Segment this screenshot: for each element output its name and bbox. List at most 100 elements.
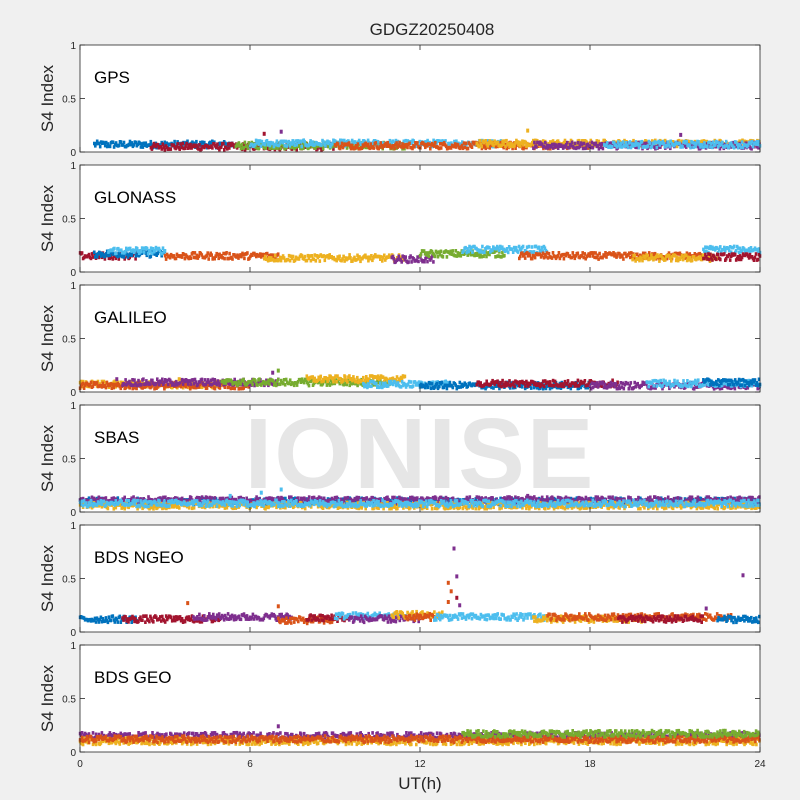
data-point <box>681 257 685 262</box>
data-point <box>545 251 549 255</box>
data-point <box>456 143 460 147</box>
data-point <box>598 142 602 146</box>
series-yellow <box>631 253 719 263</box>
data-point <box>256 383 259 387</box>
data-point <box>702 145 705 150</box>
data-point <box>163 148 167 152</box>
data-point <box>622 257 625 261</box>
data-point <box>573 141 577 146</box>
data-point <box>562 384 566 389</box>
data-point <box>615 145 619 149</box>
data-point <box>437 250 441 254</box>
data-point <box>456 251 460 255</box>
data-point <box>519 144 522 148</box>
data-point <box>183 146 186 151</box>
data-point <box>186 139 189 144</box>
data-point <box>193 251 197 255</box>
data-point <box>658 259 661 263</box>
data-point <box>685 139 688 144</box>
series-marks <box>78 487 761 511</box>
data-point <box>263 256 266 261</box>
data-point <box>616 386 620 391</box>
data-point <box>442 141 446 145</box>
data-point <box>670 259 673 263</box>
data-point <box>752 258 756 262</box>
data-point <box>128 386 131 390</box>
data-point <box>490 380 493 385</box>
data-point <box>716 246 719 250</box>
data-point <box>457 385 461 389</box>
data-point <box>403 374 407 379</box>
data-point <box>416 255 419 259</box>
data-point <box>211 139 214 144</box>
data-point <box>684 145 688 149</box>
data-point <box>573 384 577 388</box>
data-point <box>653 251 657 256</box>
data-point <box>159 145 163 149</box>
data-point <box>444 139 447 143</box>
data-point <box>401 142 404 146</box>
data-point <box>423 385 427 390</box>
data-point <box>295 383 299 387</box>
data-point <box>457 253 461 258</box>
data-point <box>116 254 120 259</box>
data-point <box>689 145 692 150</box>
series-cyan <box>107 245 167 256</box>
data-point <box>658 383 661 387</box>
data-point <box>448 141 451 146</box>
data-point <box>236 253 239 257</box>
data-point <box>218 147 221 152</box>
data-point <box>540 245 544 250</box>
data-point <box>116 496 120 500</box>
data-point <box>328 140 331 144</box>
data-point <box>297 257 301 261</box>
data-point <box>564 253 568 258</box>
data-point <box>500 255 503 259</box>
data-point <box>744 141 747 145</box>
data-point <box>260 139 264 144</box>
data-point <box>374 141 378 145</box>
data-point <box>160 380 163 384</box>
data-point <box>393 380 397 385</box>
data-point <box>366 385 369 390</box>
data-point <box>287 253 291 258</box>
data-point <box>182 252 186 257</box>
data-point <box>475 382 479 387</box>
data-point <box>388 382 392 386</box>
data-point <box>468 244 471 249</box>
data-point <box>366 142 370 147</box>
data-point <box>171 385 174 390</box>
data-point <box>541 142 544 147</box>
data-point <box>378 254 381 259</box>
data-point <box>364 378 367 383</box>
system-label: GALILEO <box>94 308 167 327</box>
data-point <box>396 381 400 385</box>
data-point <box>312 379 315 383</box>
data-point <box>259 252 262 256</box>
data-point <box>675 255 679 260</box>
data-point <box>605 141 609 145</box>
data-point <box>621 381 625 386</box>
data-point <box>339 377 342 381</box>
data-point <box>640 142 643 146</box>
data-point <box>729 254 733 258</box>
data-point <box>95 252 98 257</box>
data-point <box>186 382 190 386</box>
data-point <box>306 253 310 258</box>
data-point <box>312 257 316 262</box>
data-point <box>600 384 603 388</box>
data-point <box>750 381 754 386</box>
data-point <box>180 377 184 382</box>
data-point <box>480 254 483 259</box>
data-point <box>119 140 123 144</box>
data-point <box>466 146 470 151</box>
data-point <box>409 254 412 258</box>
data-point <box>551 251 555 255</box>
data-point <box>525 251 529 255</box>
data-point <box>755 381 759 385</box>
data-point <box>434 141 437 145</box>
data-point <box>716 140 719 145</box>
data-point <box>198 143 201 147</box>
data-point <box>622 386 626 391</box>
data-point <box>334 143 338 148</box>
